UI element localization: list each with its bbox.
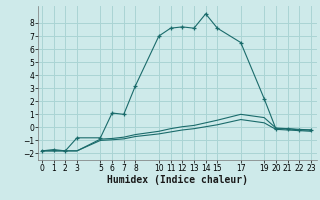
X-axis label: Humidex (Indice chaleur): Humidex (Indice chaleur) bbox=[107, 175, 248, 185]
